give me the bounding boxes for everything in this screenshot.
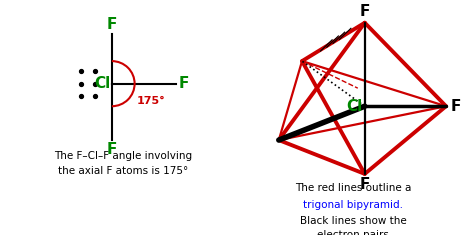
Text: F: F [451,99,461,114]
Text: Cl: Cl [346,99,363,114]
Text: Cl: Cl [94,76,111,91]
Text: trigonal bipyramid.: trigonal bipyramid. [303,200,403,210]
Text: F: F [179,76,189,91]
Text: F: F [107,17,117,32]
Text: F: F [360,4,370,19]
Text: F: F [107,142,117,157]
Text: F: F [360,177,370,192]
Text: The F–Cl–F angle involving
the axial F atoms is 175°: The F–Cl–F angle involving the axial F a… [54,151,192,176]
Text: 175°: 175° [137,96,165,106]
Text: Black lines show the
electron pairs: Black lines show the electron pairs [300,216,407,235]
Text: The red lines outline a: The red lines outline a [295,183,411,193]
